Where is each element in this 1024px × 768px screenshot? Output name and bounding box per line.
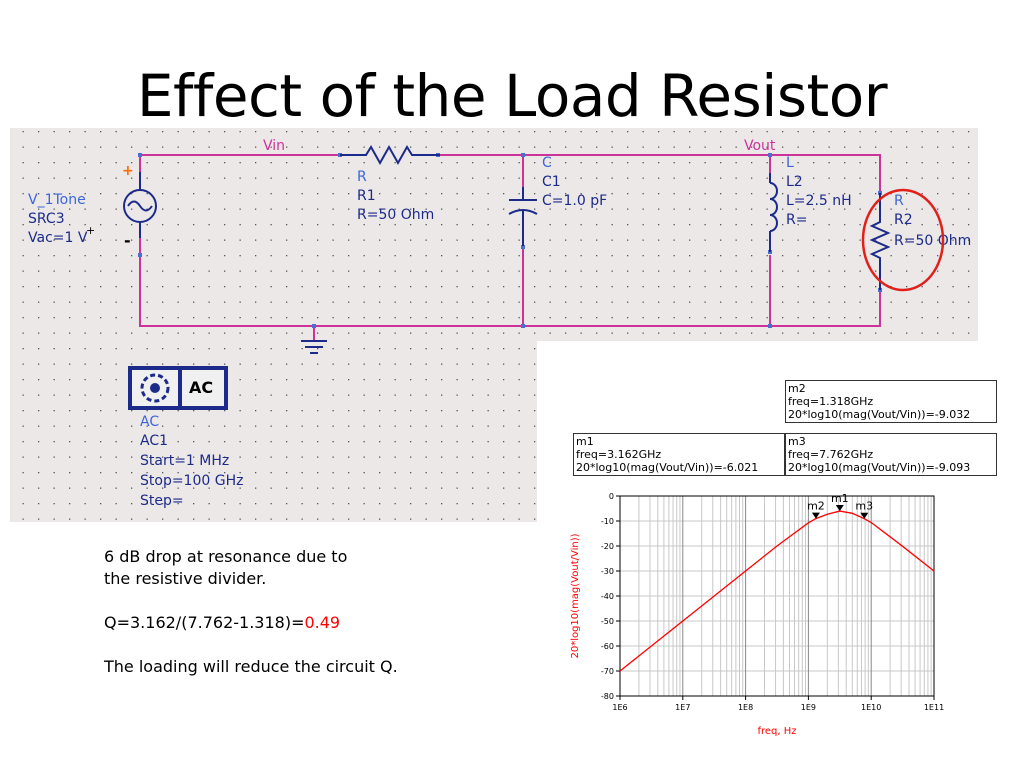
x-tick-label: 1E10: [861, 703, 881, 712]
ac-icon-label: AC: [189, 378, 213, 397]
m3-name: m3: [788, 435, 806, 448]
y-tick-label: -40: [601, 592, 614, 601]
marker-label-m2: m2: [807, 500, 825, 513]
source-name-label: SRC3: [28, 211, 65, 227]
l2-resistance-label: R=: [786, 212, 807, 228]
x-tick-label: 1E8: [738, 703, 753, 712]
marker-readout-m1: m1 freq=3.162GHz 20*log10(mag(Vout/Vin))…: [573, 433, 785, 476]
ac-step-label: Step=: [140, 493, 184, 509]
y-tick-label: -30: [601, 567, 614, 576]
note-q-formula: Q=3.162/(7.762-1.318)=0.49: [104, 612, 524, 634]
ac-stop-label: Stop=100 GHz: [140, 473, 243, 489]
m1-freq: freq=3.162GHz: [576, 448, 662, 461]
resistor-r2: [869, 193, 891, 290]
marker-triangle-m3: [860, 512, 869, 519]
series-line: [619, 510, 935, 672]
m3-expr: 20*log10(mag(Vout/Vin))=-9.093: [788, 461, 971, 474]
load-resistor-highlight: [861, 188, 945, 292]
y-tick-label: -70: [601, 667, 614, 676]
ac-sim-icon: [128, 366, 228, 410]
marker-triangle-m1: [835, 505, 844, 512]
y-axis-label: 20*log10(mag(Vout/Vin)): [570, 533, 581, 658]
m2-name: m2: [788, 382, 806, 395]
note-resonance-line1: 6 dB drop at resonance due to: [104, 547, 348, 566]
y-tick-label: 0: [609, 492, 614, 501]
marker-readout-m3: m3 freq=7.762GHz 20*log10(mag(Vout/Vin))…: [785, 433, 997, 476]
source-vac-plus-sign: +: [86, 224, 95, 237]
marker-readout-m2: m2 freq=1.318GHz 20*log10(mag(Vout/Vin))…: [785, 380, 997, 423]
ac-name-label: AC1: [140, 433, 168, 449]
x-axis-label: freq, Hz: [757, 726, 796, 737]
marker-label-m1: m1: [831, 492, 849, 505]
ground-symbol: [301, 340, 327, 354]
r1-type-label: R: [357, 169, 367, 185]
c1-type-label: C: [542, 155, 552, 171]
node-label-vin: Vin: [263, 138, 285, 154]
r2-value-label: R=50 Ohm: [894, 233, 971, 249]
marker-label-m3: m3: [855, 500, 873, 513]
note-resonance-drop: 6 dB drop at resonance due to the resist…: [104, 546, 524, 590]
resistor-r1: [340, 144, 440, 166]
c1-value-label: C=1.0 pF: [542, 193, 607, 209]
source-vac-label: Vac=1 V: [28, 230, 88, 246]
inductor-l2: [769, 173, 778, 252]
note-loading: The loading will reduce the circuit Q.: [104, 656, 524, 678]
r1-value-label: R=50 Ohm: [357, 207, 434, 223]
y-tick-label: -20: [601, 542, 614, 551]
y-tick-label: -80: [601, 692, 614, 701]
marker-triangle-m2: [811, 512, 820, 519]
node-label-vout: Vout: [744, 138, 776, 154]
ac-voltage-source: [123, 172, 157, 238]
ac-type-label: AC: [140, 414, 159, 430]
l2-type-label: L: [786, 155, 794, 171]
x-tick-label: 1E9: [801, 703, 816, 712]
m1-expr: 20*log10(mag(Vout/Vin))=-6.021: [576, 461, 759, 474]
r2-type-label: R: [894, 193, 904, 209]
note-loading-text: The loading will reduce the circuit Q.: [104, 657, 398, 676]
frequency-response-chart: 0 -10 -20 -30 -40 -50 -60 -70 -80 1E6 1E7 1E8 1E9 1E1…: [570, 492, 944, 737]
m3-freq: freq=7.762GHz: [788, 448, 874, 461]
y-tick-label: -10: [601, 517, 614, 526]
r1-name-label: R1: [357, 188, 376, 204]
q-value: 0.49: [304, 613, 341, 632]
source-minus-sign: -: [124, 231, 131, 250]
r2-name-label: R2: [894, 212, 913, 228]
y-tick-label: -60: [601, 642, 614, 651]
x-tick-label: 1E6: [612, 703, 627, 712]
source-type-label: V_1Tone: [28, 192, 86, 208]
circuit-wires: [139, 154, 881, 340]
m1-name: m1: [576, 435, 594, 448]
l2-name-label: L2: [786, 174, 803, 190]
slide-notes: 6 dB drop at resonance due to the resist…: [104, 546, 524, 700]
l2-value-label: L=2.5 nH: [786, 193, 852, 209]
note-resonance-line2: the resistive divider.: [104, 569, 267, 588]
source-plus-sign: +: [122, 163, 134, 179]
m2-expr: 20*log10(mag(Vout/Vin))=-9.032: [788, 408, 971, 421]
x-tick-label: 1E11: [924, 703, 944, 712]
x-tick-label: 1E7: [675, 703, 690, 712]
c1-name-label: C1: [542, 174, 561, 190]
q-formula-text: Q=3.162/(7.762-1.318)=: [104, 613, 305, 632]
capacitor-c1: [508, 187, 538, 246]
m2-freq: freq=1.318GHz: [788, 395, 874, 408]
slide-title: Effect of the Load Resistor: [136, 62, 888, 130]
ac-start-label: Start=1 MHz: [140, 453, 229, 469]
y-tick-label: -50: [601, 617, 614, 626]
